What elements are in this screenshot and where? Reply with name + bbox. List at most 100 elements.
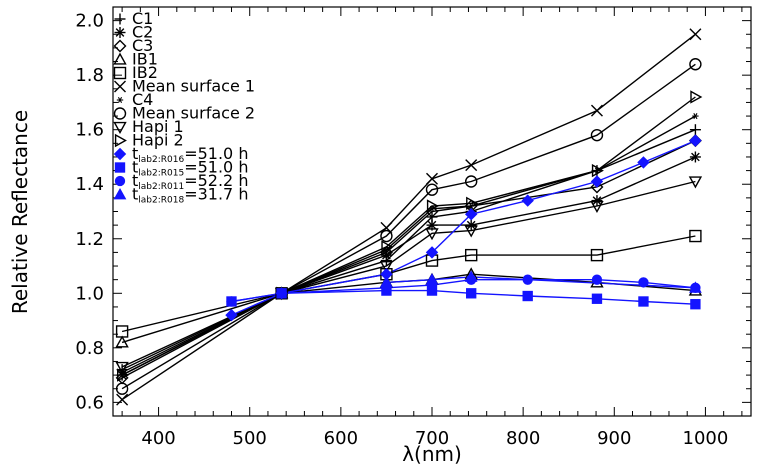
legend-item: C4 (116, 90, 153, 109)
legend-item: tlab2:R011=52.2 h (114, 171, 248, 192)
data-point (426, 219, 438, 231)
data-point (638, 277, 649, 288)
data-point (689, 151, 701, 163)
data-point (590, 248, 604, 262)
data-point (426, 199, 439, 213)
data-point (380, 275, 393, 288)
legend-label-sub: lab2:R016 (138, 155, 184, 165)
legend-item: IB2 (113, 63, 158, 82)
data-point (115, 325, 129, 338)
data-point (590, 104, 603, 117)
legend-item: tlab2:R015=51.0 h (114, 158, 248, 179)
y-tick-label: 1.0 (75, 283, 104, 304)
data-point (522, 290, 533, 302)
series-markers (115, 28, 703, 406)
data-point (466, 196, 479, 211)
x-tick-label: 500 (233, 428, 267, 449)
legend-label: C2 (132, 23, 153, 42)
legend-label: tlab2:R011=52.2 h (132, 171, 248, 192)
data-point (692, 113, 699, 120)
data-point (689, 229, 702, 243)
data-point (425, 273, 439, 285)
data-point (380, 229, 393, 243)
legend-label: C3 (132, 36, 153, 55)
legend-label-rest: =51.0 h (184, 158, 248, 177)
y-tick-label: 2.0 (75, 11, 104, 32)
x-tick-label: 800 (506, 428, 540, 449)
axis-ticks: 400 500 600 700 800 900 1000 0.6 0.8 1.0 1.2 1.4 1.6… (75, 7, 751, 449)
data-point (464, 225, 478, 238)
legend-marker (113, 147, 127, 161)
data-point (115, 361, 129, 374)
legend-marker (113, 52, 127, 65)
legend-label-rest: =52.2 h (184, 171, 248, 190)
data-point (591, 293, 603, 304)
series-line-9 (121, 96, 696, 376)
legend-label: C4 (132, 90, 153, 109)
data-point (465, 219, 477, 231)
data-point (116, 393, 129, 406)
data-point (464, 270, 478, 282)
legend-label: Hapi 2 (132, 131, 184, 150)
legend-label: tlab2:R016=51.0 h (132, 144, 248, 165)
data-point (689, 281, 702, 293)
legend-item: Hapi 1 (113, 117, 184, 136)
x-tick-label: 1000 (683, 428, 729, 449)
legend-label-rest: =51.0 h (184, 144, 248, 163)
legend-marker (114, 162, 126, 173)
x-tick-label: 700 (415, 428, 449, 449)
y-tick-label: 0.6 (75, 392, 104, 413)
x-tick-label: 600 (324, 428, 358, 449)
data-point (591, 195, 603, 207)
legend-item: Mean surface 2 (113, 104, 255, 123)
legend-label-sub: lab2:R015 (138, 169, 184, 179)
legend-item: C3 (113, 36, 153, 55)
data-point (590, 128, 604, 142)
data-point (590, 180, 604, 194)
series-line-8 (121, 180, 696, 368)
data-point (115, 382, 129, 395)
y-tick-label: 1.2 (75, 229, 104, 250)
data-point (591, 274, 603, 285)
y-tick-label: 1.8 (75, 65, 104, 86)
data-point (115, 335, 129, 348)
data-point (590, 200, 604, 213)
legend-label: C1 (132, 9, 153, 28)
legend-label-sub: lab2:R018 (138, 196, 184, 206)
legend-item: Mean surface 1 (114, 77, 255, 96)
legend-label: IB1 (132, 50, 158, 69)
data-point (690, 299, 701, 310)
data-point (425, 228, 439, 241)
data-point (591, 163, 604, 178)
data-point (425, 183, 439, 196)
data-point (688, 176, 703, 189)
legend-label: Mean surface 1 (132, 77, 255, 96)
data-point (381, 240, 394, 254)
data-point (466, 288, 477, 299)
legend-item: tlab2:R016=51.0 h (113, 144, 248, 165)
legend-label: Mean surface 2 (132, 104, 255, 123)
y-tick-label: 1.6 (75, 120, 104, 141)
legend-item: IB1 (113, 50, 158, 69)
data-point (690, 90, 703, 104)
legend-marker (114, 80, 126, 93)
legend-marker (113, 121, 127, 134)
legend-marker (113, 187, 127, 200)
legend-marker (114, 13, 126, 25)
data-point (689, 134, 702, 147)
legend-label-rest: =31.7 h (184, 185, 248, 204)
data-point (637, 156, 650, 169)
data-point (276, 288, 287, 299)
x-axis-title: λ(nm) (402, 442, 462, 466)
data-point (425, 246, 439, 259)
legend-marker (114, 133, 127, 148)
data-point (689, 58, 702, 71)
legend-item: C2 (114, 23, 153, 42)
y-tick-label: 0.8 (75, 338, 104, 359)
legend-label-sub: lab2:R011 (138, 182, 184, 192)
legend-marker (116, 96, 124, 104)
data-point (522, 274, 533, 285)
y-axis-title: Relative Reflectance (8, 110, 32, 314)
data-point (689, 124, 701, 136)
